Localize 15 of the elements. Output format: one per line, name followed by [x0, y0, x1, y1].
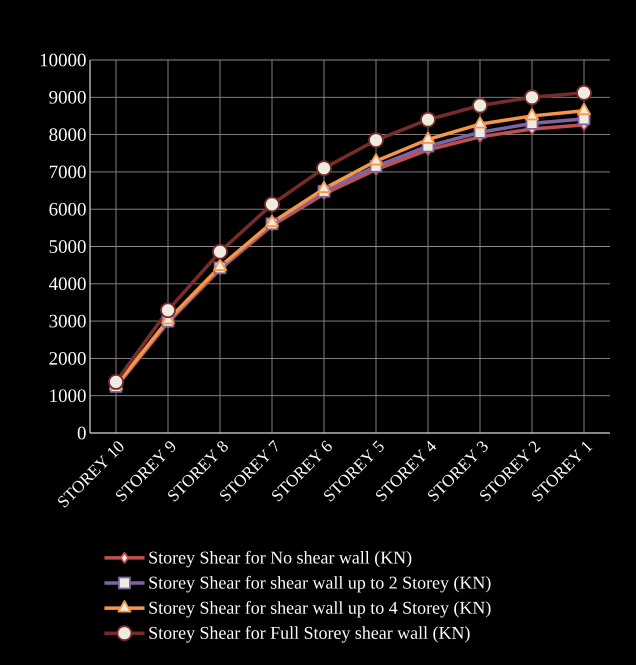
y-tick-label: 9000	[49, 90, 86, 104]
legend-label: Storey Shear for shear wall up to 4 Storey (KN)	[149, 601, 491, 618]
y-tick-label: 8000	[49, 128, 86, 141]
y-tick-label: 5000	[50, 240, 86, 253]
y-tick-label: 10000	[40, 54, 86, 66]
y-tick-label: 1000	[50, 389, 86, 402]
legend-label: Storey Shear for No shear wall (KN)	[149, 550, 412, 568]
legend-label: Storey Shear for Full Storey shear wall (KN)	[149, 626, 470, 643]
legend-label: Storey Shear for shear wall up to 2 Storey (KN)	[149, 576, 491, 592]
y-tick-label: 2000	[49, 352, 86, 365]
y-tick-label: 3000	[50, 314, 86, 328]
y-tick-label: 0	[78, 426, 86, 440]
y-tick-label: 4000	[49, 277, 86, 290]
y-tick-label: 7000	[50, 166, 86, 178]
y-tick-label: 6000	[49, 202, 86, 216]
